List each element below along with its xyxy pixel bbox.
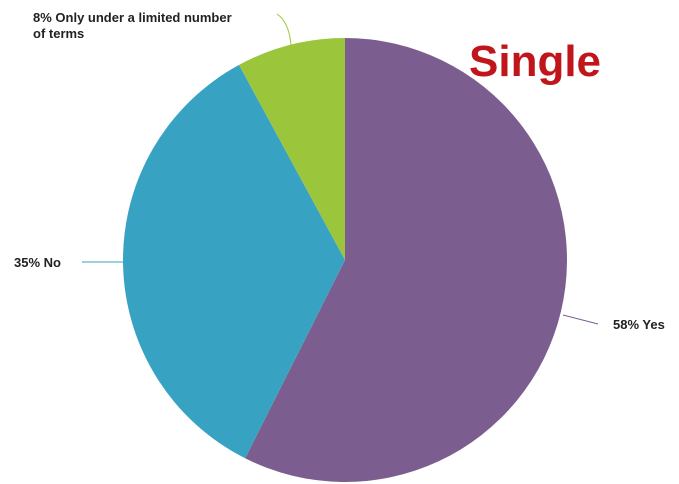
chart-title: Single xyxy=(469,37,601,86)
pie-slices xyxy=(123,38,568,482)
slice-labels: 58% Yes 35% No 8% Only under a limited n… xyxy=(14,10,665,332)
slice-label-yes: 58% Yes xyxy=(613,317,665,332)
leader-lines xyxy=(82,13,599,325)
pie-slice-limited-terms xyxy=(239,38,345,260)
pie-slice-no xyxy=(123,64,345,459)
slice-label-limited-terms-line-2: of terms xyxy=(33,26,84,41)
leader-line-yes xyxy=(562,314,599,325)
leader-line-limited-terms xyxy=(276,13,292,46)
pie-slice-yes xyxy=(245,38,568,482)
slice-label-limited-terms-line-1: 8% Only under a limited number xyxy=(33,10,232,25)
slice-label-no: 35% No xyxy=(14,255,61,270)
